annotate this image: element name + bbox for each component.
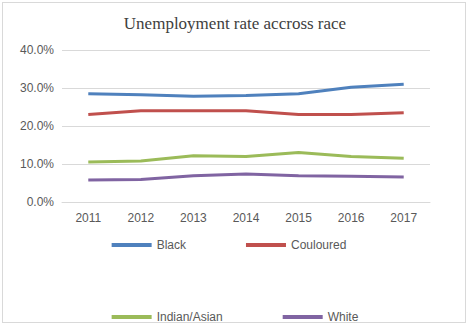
svg-text:Indian/Asian: Indian/Asian bbox=[157, 310, 223, 324]
svg-text:2012: 2012 bbox=[128, 211, 155, 225]
svg-text:10.0%: 10.0% bbox=[20, 157, 54, 171]
svg-text:30.0%: 30.0% bbox=[20, 81, 54, 95]
svg-text:2015: 2015 bbox=[285, 211, 312, 225]
svg-text:20.0%: 20.0% bbox=[20, 119, 54, 133]
svg-text:2014: 2014 bbox=[233, 211, 260, 225]
svg-text:2013: 2013 bbox=[180, 211, 207, 225]
svg-text:2016: 2016 bbox=[338, 211, 365, 225]
svg-text:Couloured: Couloured bbox=[291, 238, 346, 252]
svg-text:White: White bbox=[328, 310, 359, 324]
svg-text:40.0%: 40.0% bbox=[20, 43, 54, 57]
svg-text:2011: 2011 bbox=[75, 211, 101, 225]
svg-text:Black: Black bbox=[157, 238, 187, 252]
svg-text:2017: 2017 bbox=[390, 211, 417, 225]
svg-text:Unemployment rate accross race: Unemployment rate accross race bbox=[124, 14, 346, 33]
svg-text:0.0%: 0.0% bbox=[27, 195, 55, 209]
